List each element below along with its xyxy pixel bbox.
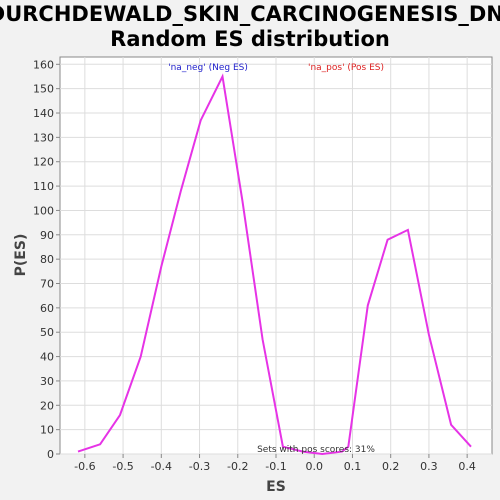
y-tick-label: 10 xyxy=(40,424,54,437)
x-tick-label: -0.4 xyxy=(151,460,172,473)
x-tick-label: 0.2 xyxy=(382,460,400,473)
y-tick-label: 160 xyxy=(33,58,54,71)
x-tick-label: -0.6 xyxy=(74,460,95,473)
x-tick-label: 0.0 xyxy=(305,460,323,473)
y-tick-label: 150 xyxy=(33,83,54,96)
x-tick-label: -0.3 xyxy=(189,460,210,473)
y-tick-label: 60 xyxy=(40,302,54,315)
y-tick-label: 40 xyxy=(40,351,54,364)
x-tick-label: 0.4 xyxy=(458,460,476,473)
y-tick-label: 20 xyxy=(40,399,54,412)
x-tick-label: -0.5 xyxy=(112,460,133,473)
chart-title-line-1: DURCHDEWALD_SKIN_CARCINOGENESIS_DN: xyxy=(0,2,500,26)
series-layer xyxy=(77,73,472,456)
y-tick-label: 130 xyxy=(33,131,54,144)
y-tick-label: 80 xyxy=(40,253,54,266)
y-tick-label: 50 xyxy=(40,326,54,339)
legend-entry: 'na_neg' (Neg ES) xyxy=(168,63,248,73)
y-tick-label: 30 xyxy=(40,375,54,388)
y-tick-label: 110 xyxy=(33,180,54,193)
chart-title: DURCHDEWALD_SKIN_CARCINOGENESIS_DN: Rand… xyxy=(0,2,500,51)
y-tick-label: 90 xyxy=(40,229,54,242)
y-tick-label: 0 xyxy=(47,448,54,461)
axes: 0 10 20 30 40 50 60 70 80 90 100 110 120 130 140 150 160… xyxy=(33,58,476,473)
x-tick-label: 0.3 xyxy=(420,460,438,473)
y-tick-label: 70 xyxy=(40,278,54,291)
legend-entry: 'na_pos' (Pos ES) xyxy=(308,63,384,73)
y-tick-label: 140 xyxy=(33,107,54,120)
y-tick-label: 100 xyxy=(33,204,54,217)
x-tick-label: 0.1 xyxy=(344,460,362,473)
chart-title-line-2: Random ES distribution xyxy=(110,27,390,51)
x-tick-label: -0.1 xyxy=(265,460,286,473)
x-tick-label: -0.2 xyxy=(227,460,248,473)
series-line xyxy=(77,73,472,456)
legend: 'na_neg' (Neg ES) 'na_pos' (Pos ES) xyxy=(168,63,384,73)
y-axis-label: P(ES) xyxy=(13,234,29,277)
pos-scores-annotation: Sets with pos scores: 31% xyxy=(257,445,375,455)
y-tick-label: 120 xyxy=(33,156,54,169)
x-axis-label: ES xyxy=(266,479,286,495)
